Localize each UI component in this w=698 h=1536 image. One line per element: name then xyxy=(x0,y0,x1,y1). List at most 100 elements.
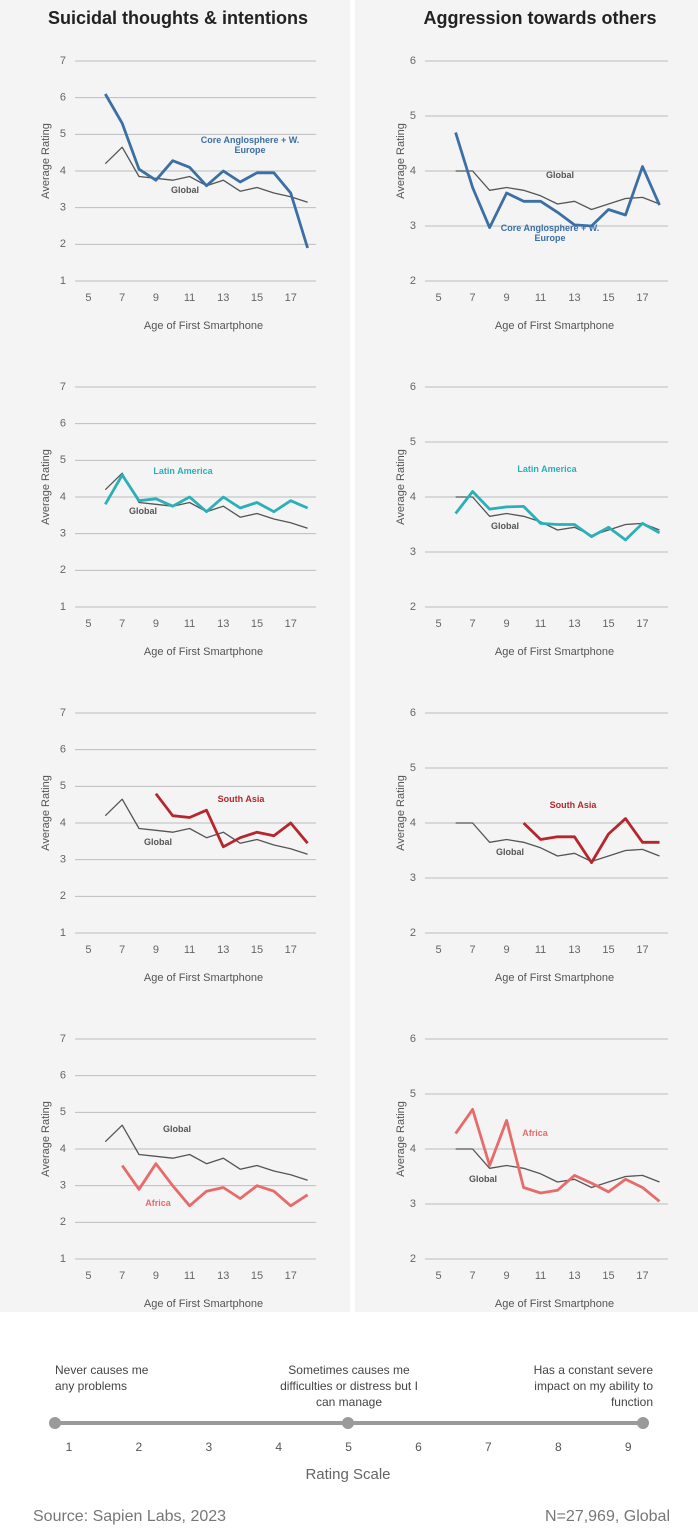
x-tick-label: 11 xyxy=(184,944,195,956)
scale-tick-label: 6 xyxy=(415,1440,422,1454)
series-label: South Asia xyxy=(549,800,597,810)
y-tick-label: 4 xyxy=(60,1143,66,1155)
region-line xyxy=(454,1108,661,1203)
x-tick-label: 9 xyxy=(153,944,159,956)
x-tick-label: 7 xyxy=(470,1270,476,1282)
y-tick-label: 5 xyxy=(410,762,416,774)
y-axis-label: Average Rating xyxy=(395,775,407,851)
series-label: Global xyxy=(490,521,520,531)
y-tick-label: 6 xyxy=(60,418,66,430)
x-tick-label: 11 xyxy=(535,618,546,630)
y-tick-label: 3 xyxy=(410,220,416,232)
scale-tick-label: 7 xyxy=(485,1440,492,1454)
scale-tick-label: 5 xyxy=(345,1440,352,1454)
x-tick-label: 11 xyxy=(184,292,195,304)
region-line xyxy=(104,93,309,249)
global-line xyxy=(104,798,308,855)
x-tick-label: 13 xyxy=(217,618,229,630)
x-axis-label: Age of First Smartphone xyxy=(495,320,614,332)
series-label: Global xyxy=(143,837,173,847)
x-tick-label: 17 xyxy=(285,292,297,304)
x-tick-label: 13 xyxy=(217,944,229,956)
y-tick-label: 5 xyxy=(60,454,66,466)
panel-background xyxy=(355,0,698,1312)
x-tick-label: 15 xyxy=(251,1270,263,1282)
y-tick-label: 5 xyxy=(410,1088,416,1100)
y-axis-label: Average Rating xyxy=(40,449,52,525)
y-tick-label: 6 xyxy=(410,381,416,393)
y-tick-label: 1 xyxy=(60,275,66,287)
x-tick-label: 9 xyxy=(504,1270,510,1282)
y-tick-label: 5 xyxy=(410,436,416,448)
x-tick-label: 11 xyxy=(184,1270,195,1282)
x-tick-label: 5 xyxy=(436,944,442,956)
y-tick-label: 4 xyxy=(60,165,66,177)
x-tick-label: 11 xyxy=(535,944,546,956)
series-label: Africa xyxy=(145,1198,171,1208)
scale-point xyxy=(342,1417,354,1429)
y-tick-label: 7 xyxy=(60,1033,66,1045)
scale-title: Rating Scale xyxy=(305,1466,390,1483)
chart-title: Suicidal thoughts & intentions xyxy=(48,8,308,28)
scale-tick-label: 8 xyxy=(555,1440,562,1454)
scale-description: Has a constant severe impact on my abili… xyxy=(533,1363,653,1409)
scale-tick-label: 3 xyxy=(205,1440,212,1454)
y-tick-label: 5 xyxy=(60,1106,66,1118)
y-tick-label: 6 xyxy=(60,744,66,756)
y-tick-label: 4 xyxy=(410,1143,416,1155)
x-tick-label: 7 xyxy=(119,1270,125,1282)
y-tick-label: 5 xyxy=(410,110,416,122)
series-label: Global xyxy=(468,1174,498,1184)
x-tick-label: 15 xyxy=(602,618,614,630)
x-tick-label: 7 xyxy=(470,618,476,630)
x-tick-label: 15 xyxy=(251,292,263,304)
y-tick-label: 2 xyxy=(410,927,416,939)
scale-description: Never causes me any problems xyxy=(55,1363,149,1393)
x-tick-label: 9 xyxy=(504,618,510,630)
x-axis-label: Age of First Smartphone xyxy=(144,1298,263,1310)
x-tick-label: 17 xyxy=(636,944,648,956)
y-axis-label: Average Rating xyxy=(395,123,407,199)
y-tick-label: 2 xyxy=(410,601,416,613)
chart-title: Aggression towards others xyxy=(423,8,656,28)
x-tick-label: 17 xyxy=(285,618,297,630)
scale-tick-label: 2 xyxy=(136,1440,143,1454)
global-line xyxy=(455,1148,660,1189)
y-axis-label: Average Rating xyxy=(40,123,52,199)
x-tick-label: 17 xyxy=(636,292,648,304)
scale-tick-label: 4 xyxy=(275,1440,282,1454)
y-axis-label: Average Rating xyxy=(40,775,52,851)
x-tick-label: 5 xyxy=(85,944,91,956)
scale-point xyxy=(637,1417,649,1429)
x-tick-label: 5 xyxy=(85,292,91,304)
y-axis-label: Average Rating xyxy=(395,449,407,525)
y-tick-label: 4 xyxy=(410,817,416,829)
y-tick-label: 3 xyxy=(410,546,416,558)
y-tick-label: 3 xyxy=(60,1180,66,1192)
series-label: Global xyxy=(128,506,158,516)
x-tick-label: 9 xyxy=(153,618,159,630)
sample-size: N=27,969, Global xyxy=(545,1508,670,1525)
series-label: Global xyxy=(545,170,575,180)
y-tick-label: 5 xyxy=(60,780,66,792)
x-tick-label: 11 xyxy=(184,618,195,630)
y-tick-label: 2 xyxy=(60,1216,66,1228)
panel-background xyxy=(0,0,350,1312)
x-axis-label: Age of First Smartphone xyxy=(144,320,263,332)
x-tick-label: 9 xyxy=(504,292,510,304)
series-label: Global xyxy=(170,185,200,195)
scale-tick-label: 9 xyxy=(625,1440,632,1454)
x-axis-label: Age of First Smartphone xyxy=(495,646,614,658)
x-tick-label: 15 xyxy=(602,944,614,956)
series-label: Core Anglosphere + W. Europe xyxy=(200,135,300,155)
y-tick-label: 4 xyxy=(410,165,416,177)
region-line xyxy=(154,792,309,849)
x-axis-label: Age of First Smartphone xyxy=(144,646,263,658)
y-tick-label: 7 xyxy=(60,707,66,719)
y-tick-label: 2 xyxy=(410,1253,416,1265)
x-tick-label: 17 xyxy=(636,618,648,630)
y-tick-label: 6 xyxy=(60,92,66,104)
y-axis-label: Average Rating xyxy=(40,1101,52,1177)
